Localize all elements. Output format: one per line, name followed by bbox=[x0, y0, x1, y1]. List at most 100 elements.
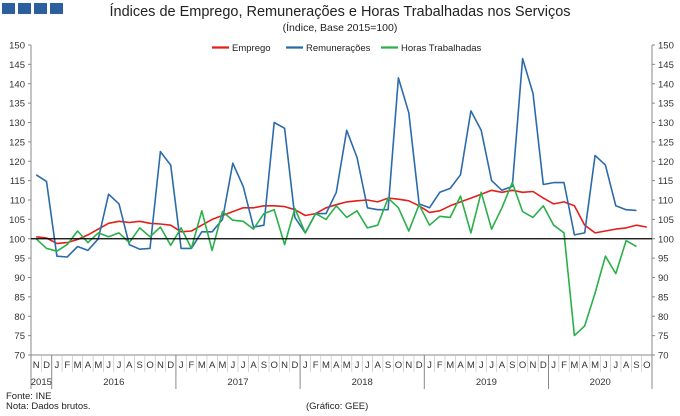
x-tick-label-month: O bbox=[643, 360, 650, 371]
x-tick-label-month: A bbox=[623, 360, 630, 371]
series-line-horas-trabalhadas bbox=[35, 181, 637, 337]
x-tick-label-month: J bbox=[355, 360, 360, 371]
x-tick-label-month: N bbox=[530, 360, 537, 371]
x-tick-label-month: O bbox=[146, 360, 153, 371]
x-tick-label-month: F bbox=[189, 360, 195, 371]
y-tick-label-left: 80 bbox=[14, 312, 25, 323]
x-tick-label-year: 2020 bbox=[590, 377, 611, 388]
y-tick-label-right: 100 bbox=[658, 234, 674, 245]
x-tick-label-year: 2015 bbox=[31, 377, 52, 388]
x-tick-label-month: M bbox=[322, 360, 330, 371]
x-tick-label-month: D bbox=[416, 360, 423, 371]
x-tick-label-month: D bbox=[540, 360, 547, 371]
x-tick-label-month: J bbox=[479, 360, 484, 371]
logo-block bbox=[34, 3, 47, 14]
x-tick-label-month: M bbox=[467, 360, 475, 371]
credit-note: (Gráfico: GEE) bbox=[306, 401, 369, 412]
series-line-emprego bbox=[36, 189, 647, 245]
x-tick-label-year: 2018 bbox=[352, 377, 373, 388]
y-tick-label-left: 125 bbox=[9, 137, 25, 148]
x-tick-label-month: N bbox=[281, 360, 288, 371]
y-tick-label-right: 115 bbox=[658, 176, 673, 187]
x-tick-label-month: A bbox=[85, 360, 92, 371]
y-tick-label-right: 95 bbox=[658, 254, 669, 265]
x-tick-label-month: A bbox=[209, 360, 216, 371]
x-tick-label-month: D bbox=[291, 360, 298, 371]
x-tick-label-month: J bbox=[603, 360, 608, 371]
y-tick-label-right: 90 bbox=[658, 273, 669, 284]
y-tick-label-left: 95 bbox=[14, 254, 25, 265]
source-note: Fonte: INE bbox=[6, 391, 52, 402]
y-tick-label-right: 140 bbox=[658, 79, 674, 90]
x-tick-label-month: F bbox=[561, 360, 567, 371]
y-tick-label-right: 150 bbox=[658, 41, 674, 52]
logo bbox=[2, 3, 63, 14]
x-tick-label-month: A bbox=[250, 360, 257, 371]
x-tick-label-month: J bbox=[55, 360, 60, 371]
x-tick-label-month: M bbox=[446, 360, 454, 371]
x-tick-label-month: M bbox=[343, 360, 351, 371]
y-tick-label-right: 125 bbox=[658, 137, 674, 148]
y-tick-label-right: 75 bbox=[658, 331, 669, 342]
y-tick-label-right: 145 bbox=[658, 60, 674, 71]
x-tick-label-month: A bbox=[582, 360, 589, 371]
x-tick-label-month: F bbox=[64, 360, 70, 371]
legend-label: Horas Trabalhadas bbox=[401, 43, 482, 54]
y-tick-label-left: 105 bbox=[9, 215, 25, 226]
x-tick-label-month: A bbox=[333, 360, 340, 371]
chart-title: Índices de Emprego, Remunerações e Horas… bbox=[109, 4, 571, 20]
legend-label: Emprego bbox=[232, 43, 271, 54]
logo-block bbox=[18, 3, 31, 14]
y-tick-label-left: 120 bbox=[9, 157, 25, 168]
y-tick-label-left: 145 bbox=[9, 60, 25, 71]
y-tick-label-left: 115 bbox=[10, 176, 25, 187]
y-tick-label-right: 105 bbox=[658, 215, 674, 226]
x-tick-label-month: S bbox=[261, 360, 267, 371]
logo-block bbox=[50, 3, 63, 14]
y-tick-label-left: 85 bbox=[14, 292, 25, 303]
x-tick-label-month: O bbox=[271, 360, 278, 371]
x-tick-label-month: N bbox=[405, 360, 412, 371]
y-tick-label-left: 135 bbox=[9, 99, 25, 110]
y-tick-label-right: 85 bbox=[658, 292, 669, 303]
x-tick-label-month: J bbox=[230, 360, 235, 371]
x-tick-label-month: O bbox=[519, 360, 526, 371]
y-tick-label-right: 70 bbox=[658, 351, 669, 362]
y-tick-label-left: 100 bbox=[9, 234, 25, 245]
y-tick-label-left: 70 bbox=[14, 351, 25, 362]
x-tick-label-month: S bbox=[385, 360, 391, 371]
x-tick-label-month: A bbox=[126, 360, 133, 371]
data-note: Nota: Dados brutos. bbox=[6, 401, 91, 412]
x-tick-label-month: S bbox=[137, 360, 143, 371]
x-tick-label-month: J bbox=[117, 360, 122, 371]
x-tick-label-month: F bbox=[313, 360, 319, 371]
x-tick-label-month: M bbox=[591, 360, 599, 371]
x-tick-label-month: M bbox=[198, 360, 206, 371]
x-tick-label-month: O bbox=[395, 360, 402, 371]
x-tick-label-month: J bbox=[427, 360, 432, 371]
x-tick-label-month: A bbox=[375, 360, 382, 371]
y-tick-label-right: 120 bbox=[658, 157, 674, 168]
x-tick-label-month: J bbox=[106, 360, 111, 371]
y-tick-label-left: 110 bbox=[10, 196, 25, 207]
x-tick-label-month: N bbox=[157, 360, 164, 371]
x-tick-label-month: M bbox=[570, 360, 578, 371]
y-tick-label-right: 130 bbox=[658, 118, 674, 129]
x-tick-label-month: J bbox=[551, 360, 556, 371]
x-tick-label-month: J bbox=[303, 360, 308, 371]
legend-label: Remunerações bbox=[306, 43, 371, 54]
x-tick-label-month: A bbox=[457, 360, 464, 371]
x-tick-label-year: 2017 bbox=[227, 377, 248, 388]
x-tick-label-month: D bbox=[167, 360, 174, 371]
y-tick-label-left: 90 bbox=[14, 273, 25, 284]
x-tick-label-month: N bbox=[33, 360, 40, 371]
logo-block bbox=[2, 3, 15, 14]
x-tick-label-month: S bbox=[509, 360, 515, 371]
y-tick-label-left: 150 bbox=[9, 41, 25, 52]
y-tick-label-right: 80 bbox=[658, 312, 669, 323]
x-tick-label-month: J bbox=[613, 360, 618, 371]
y-tick-label-left: 75 bbox=[14, 331, 25, 342]
x-tick-label-month: S bbox=[633, 360, 639, 371]
x-tick-label-month: M bbox=[94, 360, 102, 371]
x-tick-label-year: 2019 bbox=[476, 377, 497, 388]
